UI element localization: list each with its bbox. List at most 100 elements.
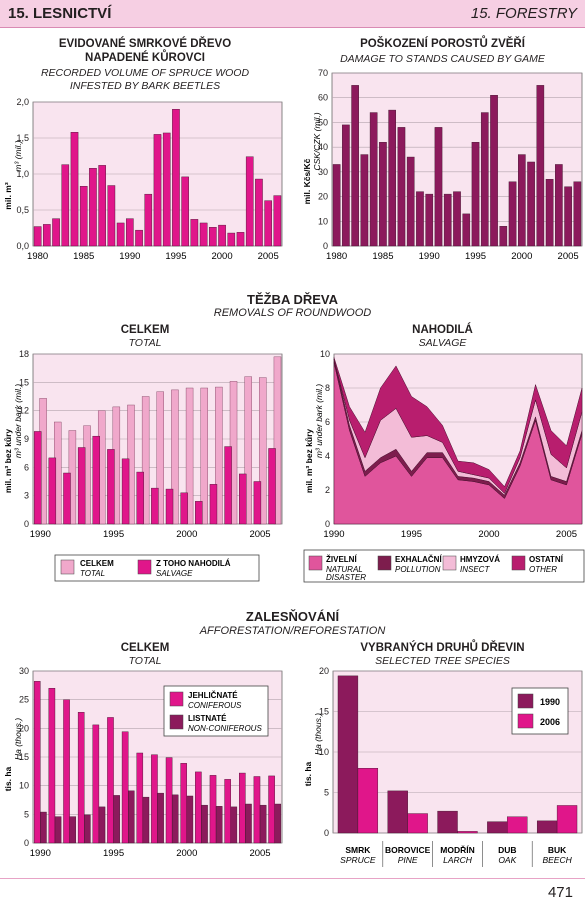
chart-0-bar xyxy=(190,219,199,247)
chart-3-legend-swatch xyxy=(442,555,457,571)
chart-5-category-label: BOROVICE xyxy=(385,845,431,855)
chart-1-bar xyxy=(434,127,443,247)
chart-0-bar xyxy=(116,222,125,247)
chart-5-category-label-en: LARCH xyxy=(443,855,473,865)
chart-1-xtick-label: 1980 xyxy=(326,251,347,262)
chart-0-ytick-label: 0,5 xyxy=(16,205,29,215)
chart-0-bar xyxy=(107,185,116,247)
chart-4-coniferous-bar xyxy=(165,757,173,844)
chart-0-bar xyxy=(43,224,51,247)
chart-5-category-label-en: BEECH xyxy=(542,855,572,865)
chart-4-coniferous-bar xyxy=(136,752,144,844)
chart-5-category-label: SMRK xyxy=(345,845,371,855)
chart-5-category-label-en: OAK xyxy=(498,855,516,865)
chart-5-bar-1990 xyxy=(487,821,508,834)
chart-4-legend-label-en: NON-CONIFEROUS xyxy=(188,724,262,733)
header-right: 15. FORESTRY xyxy=(470,5,577,22)
header-left: 15. LESNICTVÍ xyxy=(8,5,112,22)
chart-1-xtick-label: 1995 xyxy=(465,251,486,262)
chart-0-bar xyxy=(236,232,245,247)
chart-2-salvage-bar xyxy=(180,492,188,525)
chart-4-ytick-label: 15 xyxy=(19,752,29,762)
chart-4-nonconiferous-bar xyxy=(201,804,208,844)
chart-3-subtitle: SALVAGE xyxy=(418,337,467,349)
chart-0-ytick-label: 2,0 xyxy=(16,97,29,107)
chart-1-bar xyxy=(379,141,387,247)
chart-0-xtick-label: 1985 xyxy=(73,251,94,262)
chart-3-xtick-label: 1995 xyxy=(401,529,422,540)
chart-4-nonconiferous-bar xyxy=(186,795,194,844)
chart-2-xtick-label: 2005 xyxy=(249,529,270,540)
chart-1-ytick-label: 30 xyxy=(318,167,328,177)
chart-2-salvage-bar xyxy=(121,458,130,525)
chart-3-xtick-label: 2005 xyxy=(556,529,577,540)
chart-2-ytick-label: 18 xyxy=(19,349,29,359)
chart-0-bar xyxy=(181,176,189,247)
chart-2-salvage-bar xyxy=(224,446,232,525)
chart-2-ytick-label: 3 xyxy=(24,491,29,501)
chart-1-bar xyxy=(536,85,545,247)
chart-4-coniferous-bar xyxy=(33,681,41,844)
chart-3-legend-label-en: DISASTER xyxy=(326,573,366,582)
chart-4-coniferous-bar xyxy=(209,775,217,844)
chart-5-category-label: MODŘÍN xyxy=(440,844,474,855)
chart-3-ytick-label: 4 xyxy=(325,451,330,461)
chart-4-ytick-label: 20 xyxy=(19,723,29,733)
chart-2-total-bar xyxy=(185,387,194,525)
chart-2-total-bar xyxy=(200,387,208,525)
chart-0-bar xyxy=(209,227,217,247)
section-removals-subtitle: REMOVALS OF ROUNDWOOD xyxy=(213,307,372,319)
chart-2-legend xyxy=(54,554,260,582)
chart-0-bar xyxy=(126,218,134,247)
chart-3-ytick-label: 2 xyxy=(325,485,330,495)
chart-2-ytick-label: 12 xyxy=(19,406,29,416)
chart-4-ytick-label: 30 xyxy=(19,666,29,676)
chart-5-subtitle: SELECTED TREE SPECIES xyxy=(375,655,510,667)
chart-4-nonconiferous-bar xyxy=(54,816,62,844)
chart-0-ylabel-en: m³ (mil.) xyxy=(13,140,23,171)
chart-1-bar xyxy=(471,141,480,247)
chart-4-coniferous-bar xyxy=(63,699,70,844)
chart-4-xtick-label: 2000 xyxy=(176,848,197,859)
chart-0-bar xyxy=(153,134,162,247)
chart-4-coniferous-bar xyxy=(121,731,129,844)
chart-5-category-label: DUB xyxy=(498,845,516,855)
page-number: 471 xyxy=(547,884,573,901)
chart-2-total-bar xyxy=(171,389,179,525)
chart-1-bar xyxy=(573,181,582,247)
chart-0-xtick-label: 1980 xyxy=(27,251,48,262)
chart-5-bar-1990 xyxy=(536,820,558,834)
chart-4-ylabel-en: Ha (thous.) xyxy=(13,718,23,760)
chart-5-category-label-en: SPRUCE xyxy=(340,855,376,865)
chart-5-bar-2006 xyxy=(407,813,428,834)
chart-1-xtick-label: 1985 xyxy=(372,251,393,262)
chart-4-coniferous-bar xyxy=(239,772,246,844)
chart-0-bar xyxy=(144,193,153,247)
chart-1-ytick-label: 0 xyxy=(323,241,328,251)
chart-1-xtick-label: 2005 xyxy=(558,251,579,262)
chart-2-total-bar xyxy=(259,377,267,525)
chart-0-xtick-label: 1990 xyxy=(119,251,140,262)
chart-2-xtick-label: 2000 xyxy=(176,529,197,540)
chart-1-bar xyxy=(397,127,406,247)
chart-1-xtick-label: 2000 xyxy=(511,251,532,262)
chart-5-ytick-label: 5 xyxy=(324,788,329,798)
chart-4-coniferous-bar xyxy=(224,779,231,844)
chart-2-ytick-label: 15 xyxy=(19,377,29,387)
chart-2-salvage-bar xyxy=(239,473,247,525)
chart-0-bar xyxy=(70,132,79,247)
chart-3-legend-swatch xyxy=(511,555,526,571)
chart-3-legend-swatch xyxy=(308,555,323,571)
chart-0-bar xyxy=(227,232,236,247)
chart-4-legend-label: JEHLIČNATÉ xyxy=(188,691,238,700)
chart-0-ylabel: mil. m³ xyxy=(3,182,13,210)
chart-5-ytick-label: 20 xyxy=(319,666,329,676)
page-header: 15. LESNICTVÍ 15. FORESTRY xyxy=(0,0,585,28)
chart-2-total-bar xyxy=(141,396,150,525)
chart-1-ytick-label: 40 xyxy=(318,142,328,152)
chart-1-ytick-label: 10 xyxy=(318,216,328,226)
chart-2-salvage-bar xyxy=(107,449,115,525)
chart-0-ytick-label: 0,0 xyxy=(16,241,29,251)
chart-0-bar xyxy=(273,195,282,247)
